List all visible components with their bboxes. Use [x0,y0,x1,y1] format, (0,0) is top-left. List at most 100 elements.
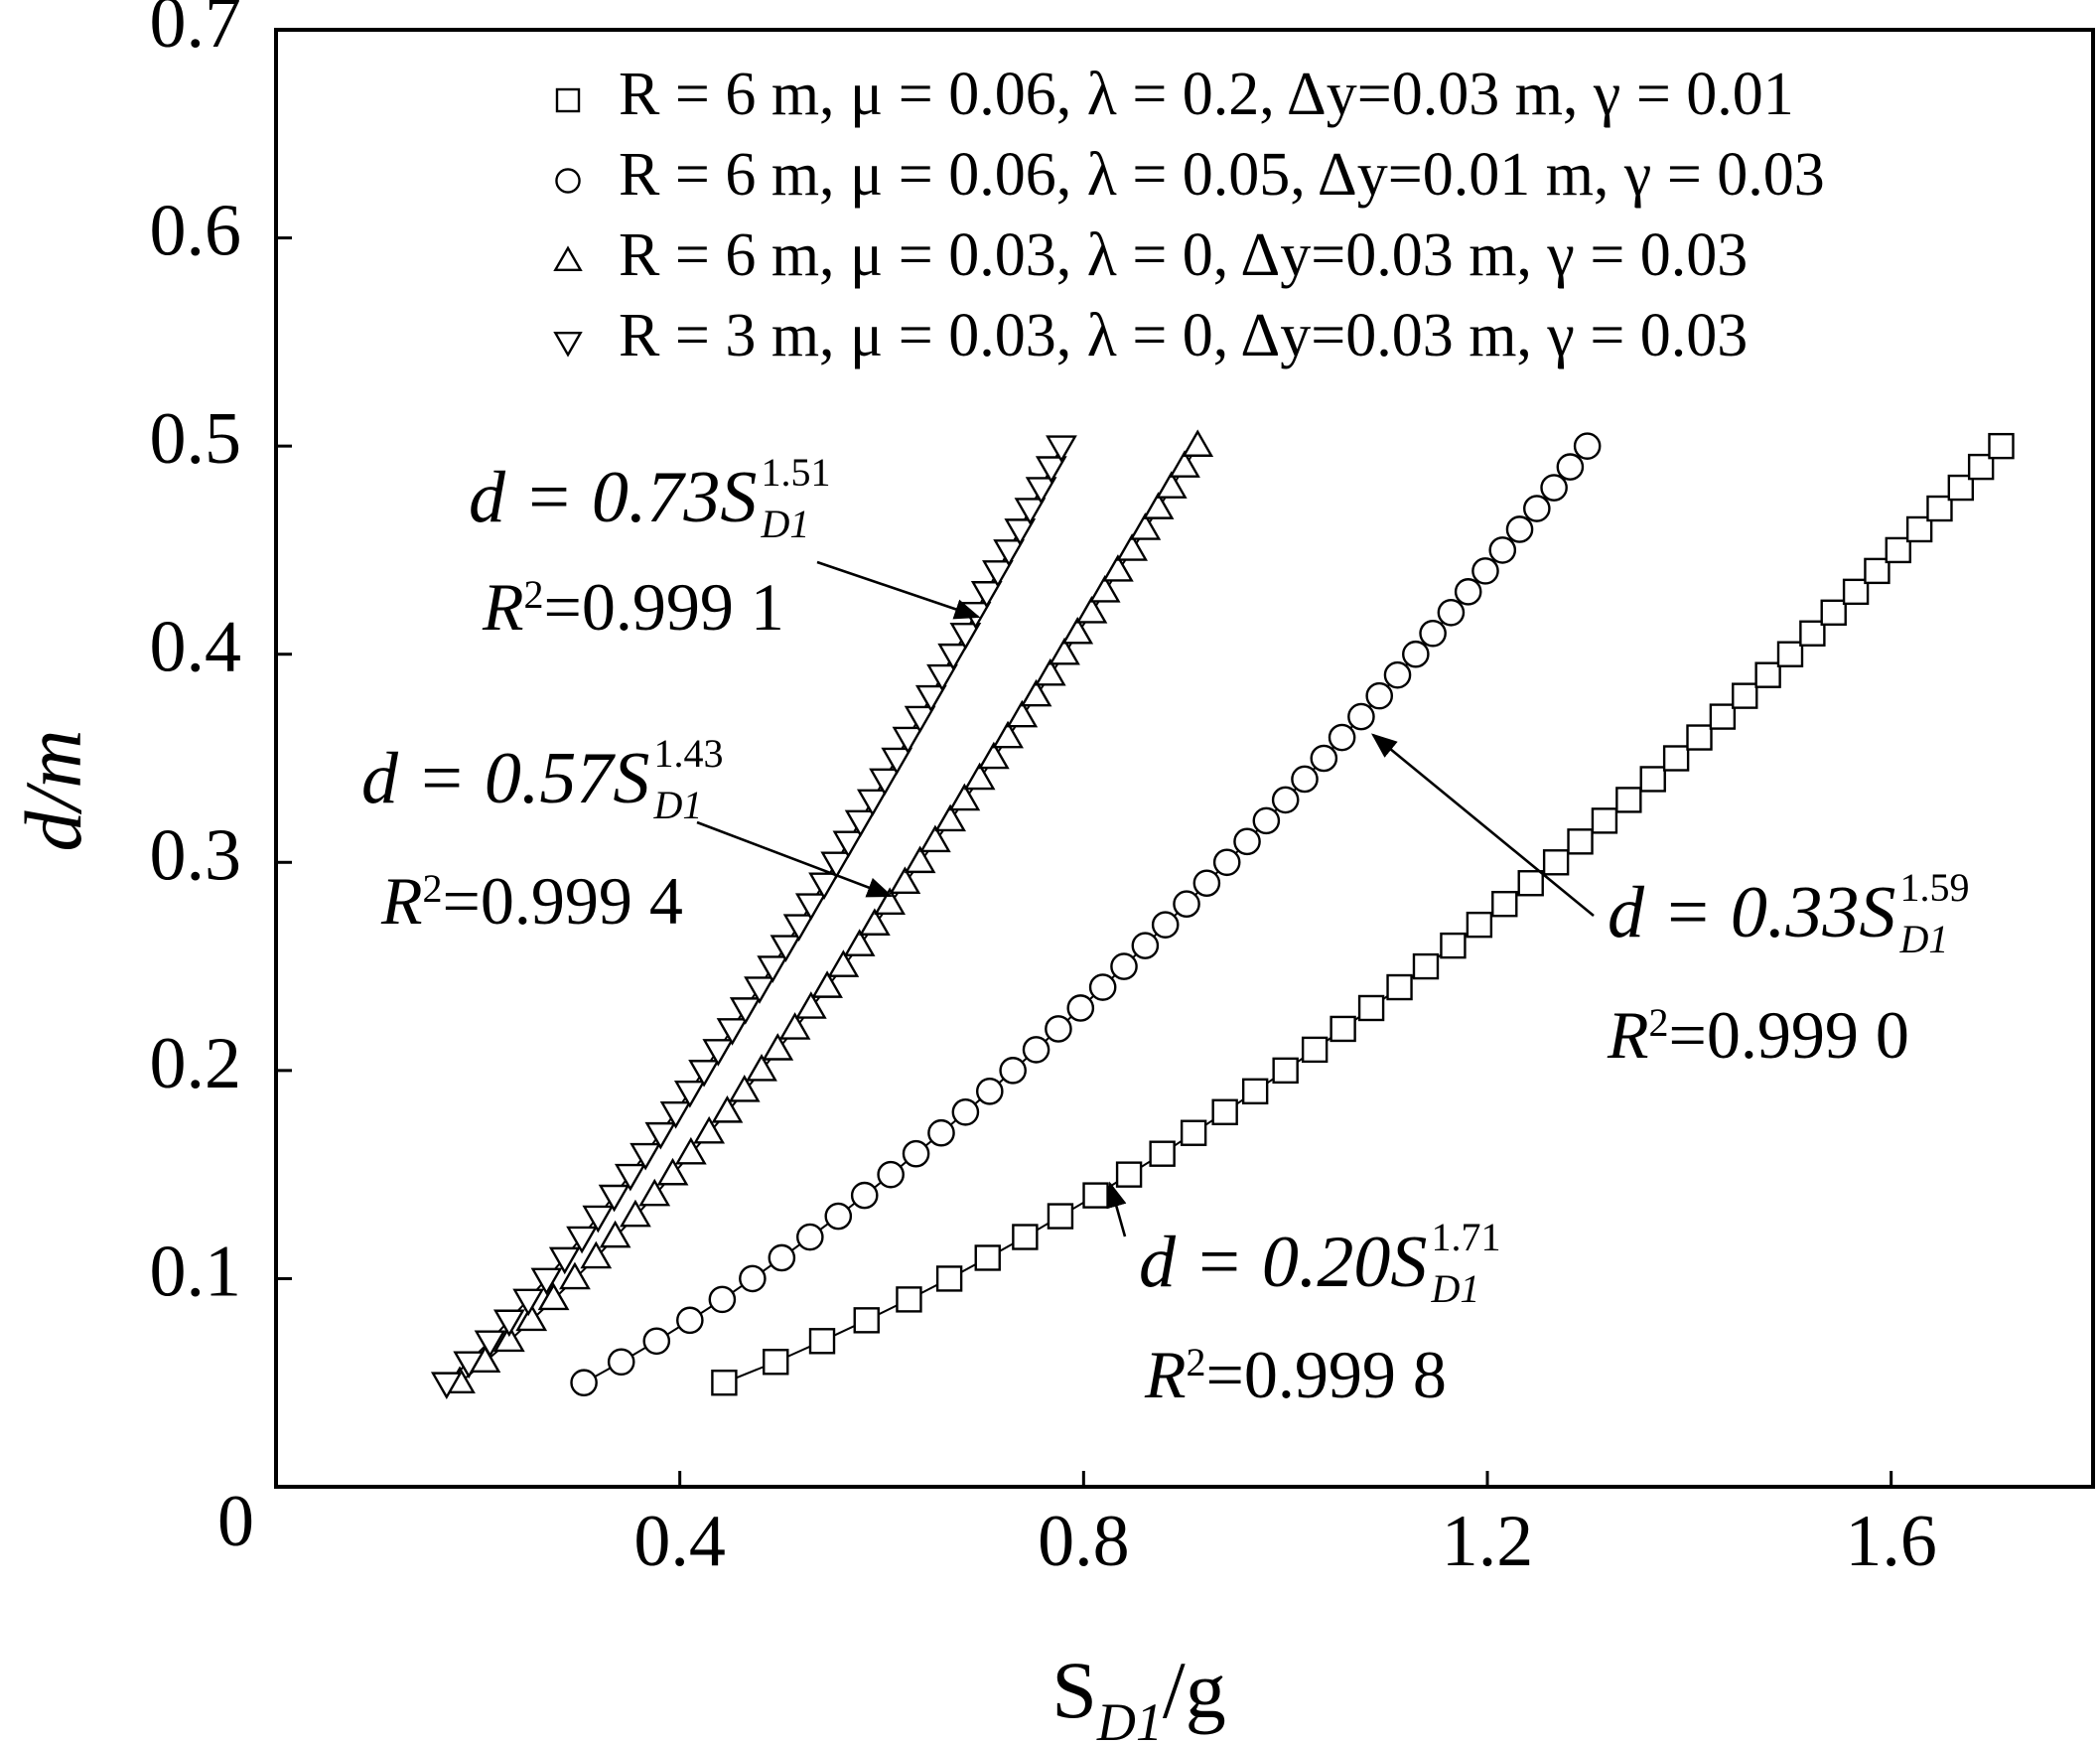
marker-triangle-up [620,1199,651,1228]
marker-circle [607,1348,635,1377]
marker-triangle-up [889,866,921,895]
r-squared-value: =0.999 1 [544,569,784,645]
marker-square [1799,620,1826,647]
y-tick-label: 0.6 [150,191,242,272]
marker-circle [1365,681,1394,710]
marker-circle [1233,827,1261,856]
marker-square [974,1244,1001,1271]
fit-equation: d = 0.73S [469,457,757,538]
marker-circle [1022,1036,1050,1064]
marker-square [1149,1140,1176,1167]
marker-triangle-up [711,1094,744,1123]
y-tick-label: 0.1 [150,1231,242,1312]
r-squared-symbol: R [1144,1337,1187,1412]
marker-square [1947,474,1975,502]
y-tick-label: 0.5 [150,398,242,480]
marker-circle [951,1097,980,1126]
r-squared: R2=0.999 8 [1144,1337,1447,1412]
marker-square [1567,828,1594,855]
annotation-arrow [1370,733,1595,918]
marker-square [896,1286,922,1313]
marker-triangle-up [1088,575,1121,603]
marker-triangle-down [553,332,583,358]
marker-triangle-down [566,1226,598,1254]
marker-square [1180,1119,1207,1146]
annotation-arrow [696,820,894,898]
marker-circle [1252,806,1281,835]
marker-circle [708,1285,737,1314]
marker-square [1115,1161,1143,1188]
marker-triangle-up [827,949,860,977]
marker-square [1330,1015,1356,1043]
marker-triangle-down [582,1205,615,1234]
marker-triangle-up [859,908,891,936]
marker-circle [1131,932,1160,959]
marker-circle [927,1118,955,1147]
marker-circle [555,168,581,194]
y-tick-label: 0.2 [150,1023,242,1104]
marker-triangle-down [970,581,1003,609]
marker-square [1686,724,1713,751]
marker-circle [739,1264,767,1293]
marker-triangle-up [977,741,1010,770]
marker-triangle-down [844,809,877,838]
fit-equation: d = 0.57S [361,738,649,819]
marker-triangle-down [492,1309,525,1338]
fit-subscript: D1 [1898,917,1948,961]
marker-circle [1471,557,1499,585]
r-squared-symbol: R [1607,997,1649,1073]
marker-triangle-down [869,768,901,797]
marker-triangle-up [728,1075,761,1102]
marker-triangle-down [1014,498,1047,525]
r-squared-power: 2 [1187,1340,1206,1384]
marker-triangle-down [430,1372,463,1400]
y-tick-label: 0.7 [150,0,242,64]
fit-exponent: 1.51 [761,450,830,495]
marker-triangle-up [1142,492,1175,519]
marker-triangle-up [963,762,996,791]
marker-triangle-down [808,872,840,901]
marker-triangle-up [515,1303,548,1332]
marker-square [1440,932,1467,959]
fit-exponent: 1.71 [1431,1215,1500,1259]
x-tick-label: 0.8 [1038,1501,1130,1582]
marker-triangle-down [782,914,815,942]
marker-triangle-up [746,1054,777,1082]
legend-label: R = 3 m, μ = 0.03, λ = 0, Δy=0.03 m, γ =… [619,302,1748,369]
marker-circle [1271,786,1300,814]
marker-triangle-up [948,783,981,811]
marker-triangle-up [1075,595,1108,624]
marker-circle [796,1223,824,1251]
marker-triangle-up [693,1115,726,1144]
marker-circle [1192,869,1221,898]
x-axis-label-part: S [1051,1645,1097,1735]
marker-square [1709,703,1737,730]
marker-triangle-down [548,1246,581,1275]
marker-circle [1573,432,1602,460]
marker-triangle-down [659,1100,692,1129]
marker-square [1662,745,1690,772]
marker-square [763,1349,789,1376]
marker-circle [1347,702,1375,731]
marker-triangle-down [770,935,802,962]
marker-circle [1212,848,1241,877]
marker-triangle-down [474,1330,506,1359]
marker-square [935,1265,963,1292]
marker-square [1776,641,1804,667]
r-squared: R2=0.999 0 [1607,997,1909,1073]
legend-label: R = 6 m, μ = 0.06, λ = 0.05, Δy=0.01 m, … [619,141,1825,209]
marker-triangle-down [688,1060,720,1088]
fit-subscript: D1 [652,783,702,827]
annotation-arrow [1106,1181,1127,1237]
marker-square [1820,599,1847,626]
marker-circle [1419,619,1447,648]
marker-circle [1110,952,1138,980]
marker-triangle-down [937,643,970,671]
marker-circle [570,1369,598,1397]
r-squared-power: 2 [1649,1000,1669,1045]
marker-triangle-up [599,1220,631,1248]
marker-triangle-down [914,684,947,713]
plot-frame [274,28,2095,1489]
marker-triangle-up [559,1261,591,1290]
